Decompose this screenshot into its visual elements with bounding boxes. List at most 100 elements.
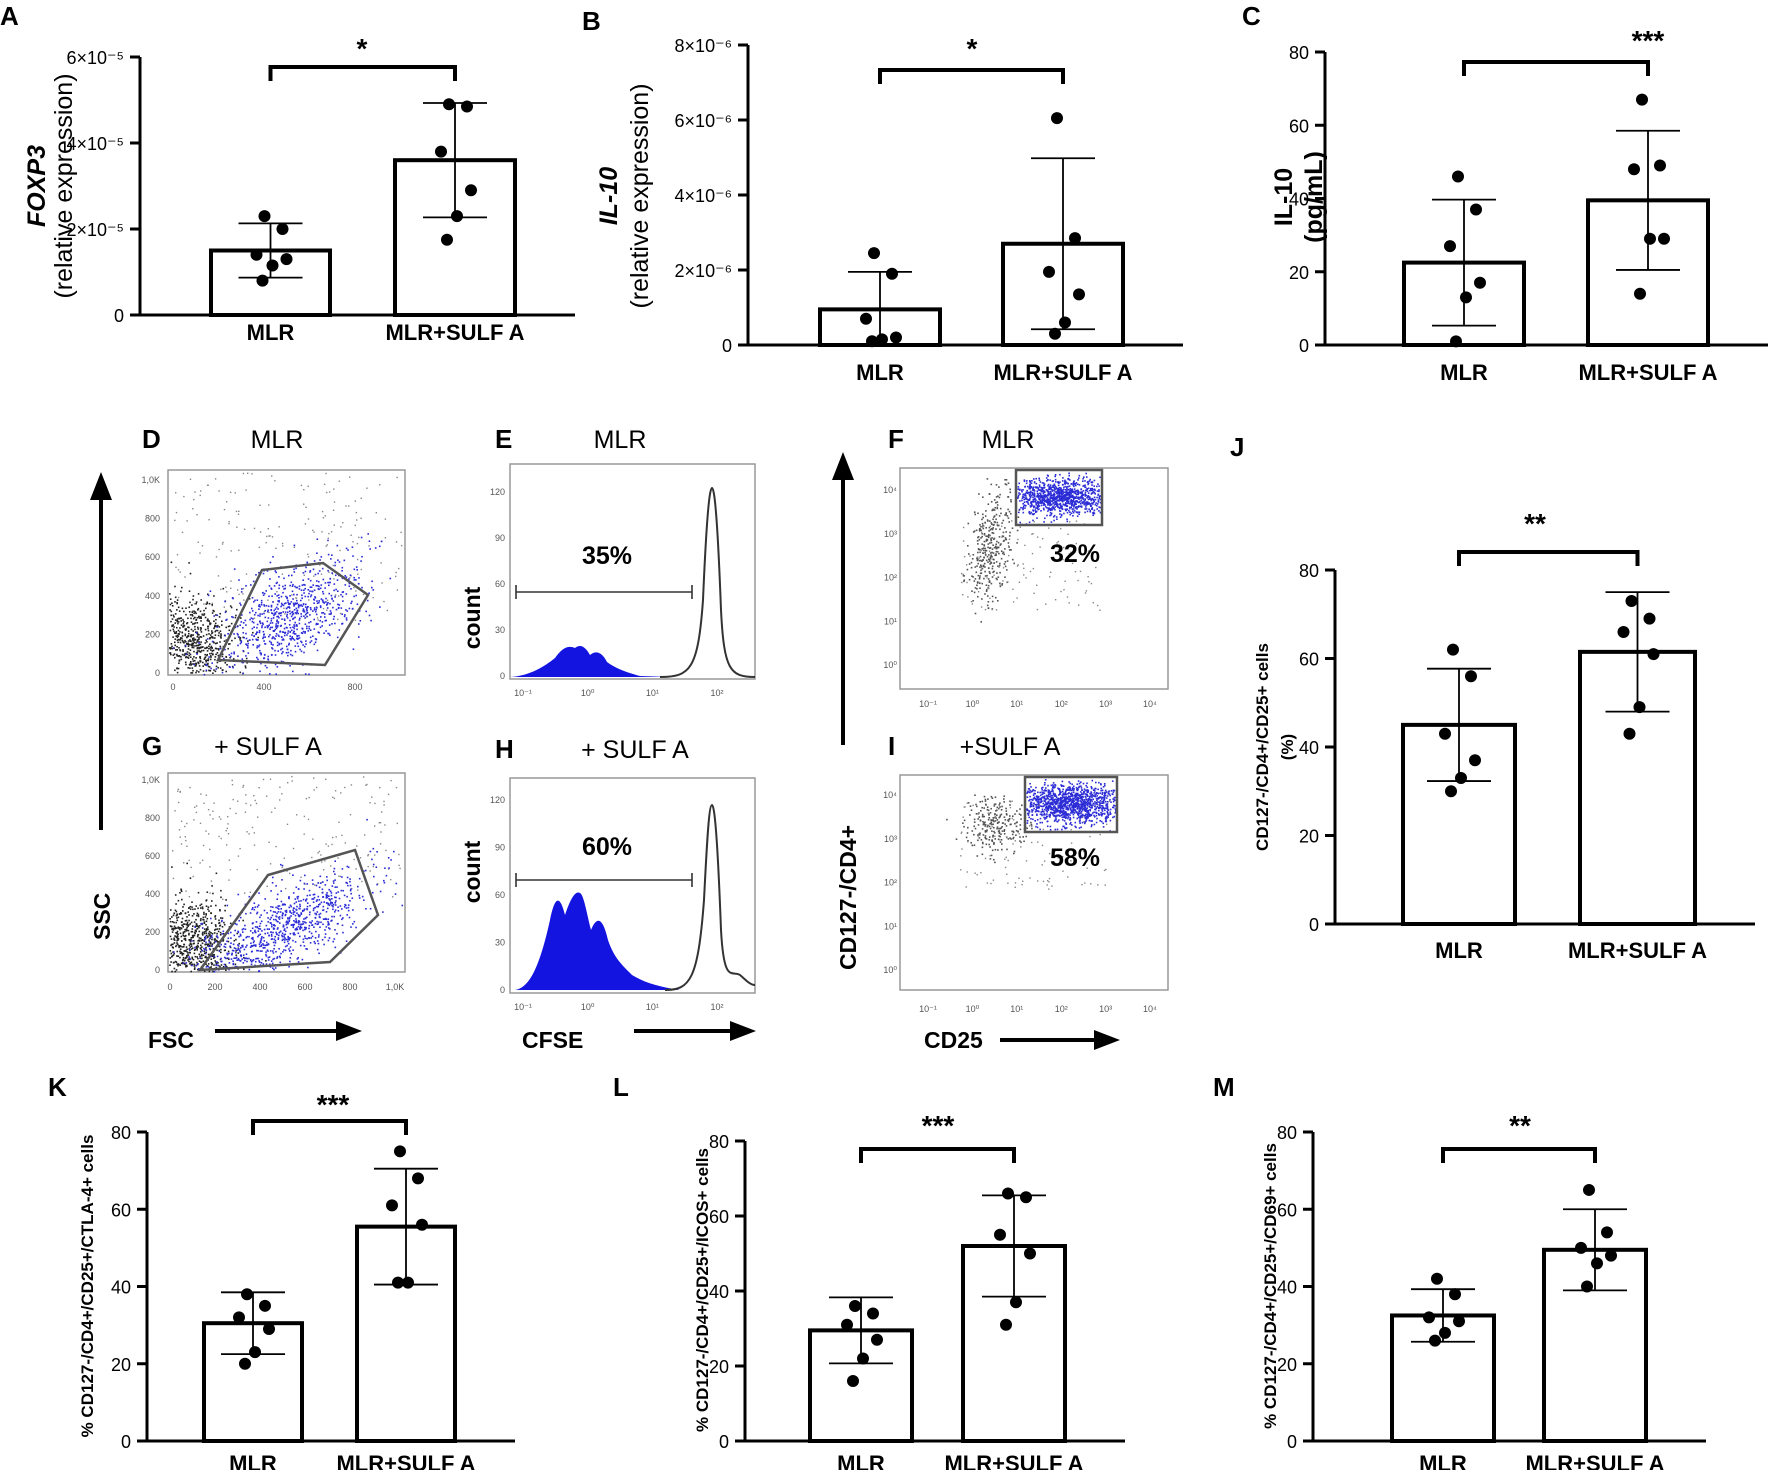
event-dot xyxy=(224,909,226,912)
event-dot xyxy=(266,570,269,572)
event-dot xyxy=(234,616,237,619)
event-dot xyxy=(345,881,347,884)
event-dot xyxy=(1018,511,1020,514)
event-dot xyxy=(191,956,193,959)
event-dot xyxy=(277,594,280,596)
event-dot xyxy=(991,532,994,534)
event-dot xyxy=(995,547,997,549)
event-dot xyxy=(395,882,398,885)
event-dot xyxy=(1009,491,1012,494)
event-dot xyxy=(996,822,999,824)
event-dot xyxy=(1057,494,1059,497)
event-dot xyxy=(328,571,330,573)
event-dot xyxy=(321,612,323,614)
event-dot xyxy=(219,958,222,961)
event-dot xyxy=(337,603,339,606)
event-dot xyxy=(967,522,970,525)
event-dot xyxy=(303,589,305,592)
event-dot xyxy=(273,944,276,947)
event-dot xyxy=(346,865,349,868)
event-dot xyxy=(283,928,286,930)
event-dot xyxy=(1085,508,1088,510)
event-dot xyxy=(1079,570,1082,573)
event-dot xyxy=(292,909,294,911)
event-dot xyxy=(981,582,983,585)
event-dot xyxy=(304,874,306,877)
event-dot xyxy=(333,524,335,526)
event-dot xyxy=(191,906,193,908)
event-dot xyxy=(206,641,208,643)
event-dot xyxy=(301,605,304,607)
event-dot xyxy=(185,663,187,666)
event-dot xyxy=(234,963,237,966)
event-dot xyxy=(361,586,363,589)
event-dot xyxy=(197,915,200,918)
event-dot xyxy=(289,653,292,656)
event-dot xyxy=(278,642,281,645)
event-dot xyxy=(283,941,286,944)
event-dot xyxy=(1007,482,1010,484)
event-dot xyxy=(989,534,991,537)
event-dot xyxy=(170,653,172,656)
event-dot xyxy=(273,614,275,617)
event-dot xyxy=(235,951,237,954)
event-dot xyxy=(263,928,266,931)
event-dot xyxy=(372,865,374,868)
event-dot xyxy=(219,647,221,650)
event-dot xyxy=(995,513,998,516)
event-dot xyxy=(306,561,309,564)
panel-label-i: I xyxy=(888,731,895,761)
event-dot xyxy=(292,583,294,586)
event-dot xyxy=(307,818,310,821)
event-dot xyxy=(1048,487,1050,489)
event-dot xyxy=(1081,883,1083,886)
event-dot xyxy=(1090,582,1093,585)
event-dot xyxy=(213,641,215,644)
event-dot xyxy=(1064,494,1066,496)
event-dot xyxy=(190,672,192,674)
event-dot xyxy=(175,635,177,637)
event-dot xyxy=(193,952,196,955)
event-dot xyxy=(275,920,278,922)
event-dot xyxy=(325,545,327,547)
event-dot xyxy=(314,610,317,613)
event-dot xyxy=(302,572,305,574)
event-dot xyxy=(1068,474,1070,477)
event-dot xyxy=(177,635,180,637)
event-dot xyxy=(333,938,336,940)
event-dot xyxy=(997,541,1000,544)
event-dot xyxy=(1065,490,1068,492)
event-dot xyxy=(995,550,998,553)
event-dot xyxy=(208,941,211,943)
event-dot xyxy=(358,897,361,899)
event-dot xyxy=(219,630,222,632)
event-dot xyxy=(1069,479,1071,481)
event-dot xyxy=(273,928,276,930)
event-dot xyxy=(387,793,390,796)
event-dot xyxy=(1094,489,1096,492)
scatter-dots-i xyxy=(946,779,1118,890)
event-dot xyxy=(328,898,330,900)
event-dot xyxy=(292,923,294,926)
event-dot xyxy=(311,935,314,938)
event-dot xyxy=(283,607,285,609)
event-dot xyxy=(1011,833,1014,836)
event-dot xyxy=(258,927,260,930)
event-dot xyxy=(1073,488,1076,490)
event-dot xyxy=(996,809,998,811)
event-dot xyxy=(291,654,294,657)
event-dot xyxy=(267,943,270,945)
event-dot xyxy=(322,590,324,593)
event-dot xyxy=(258,787,260,789)
event-dot xyxy=(1026,492,1028,494)
event-dot xyxy=(267,609,269,611)
event-dot xyxy=(334,594,337,596)
event-dot xyxy=(1042,828,1045,831)
event-dot xyxy=(1077,497,1079,500)
event-dot xyxy=(199,629,202,631)
event-dot xyxy=(291,636,294,638)
event-dot xyxy=(205,914,207,916)
event-dot xyxy=(187,648,190,650)
event-dot xyxy=(971,844,974,847)
event-dot xyxy=(289,950,291,952)
